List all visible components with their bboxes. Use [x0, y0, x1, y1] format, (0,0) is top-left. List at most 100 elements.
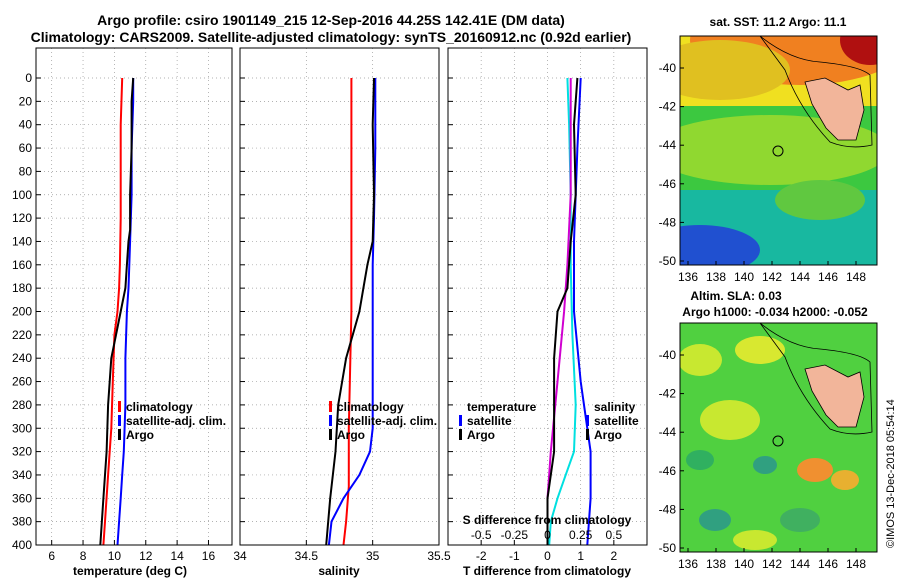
sla-map-frame — [679, 322, 878, 553]
lon-tick-label: 144 — [790, 557, 810, 571]
difference-x-label: T difference from climatology — [463, 564, 631, 578]
sst-map-frame — [679, 35, 878, 266]
x-tick-label: 35.5 — [427, 549, 451, 563]
lon-tick-label: 140 — [734, 270, 754, 284]
isobath-contour — [759, 323, 873, 435]
lon-tick-label: 148 — [846, 557, 866, 571]
legend-satellite-label: satellite-adj. clim. — [337, 414, 437, 428]
sst-warm-patch — [680, 40, 790, 100]
legend-climatology-label: climatology — [337, 400, 404, 414]
lon-tick-label: 142 — [762, 557, 782, 571]
x-tick-label: 35 — [366, 549, 380, 563]
y-tick-label: 120 — [12, 211, 32, 225]
sla-patch — [733, 530, 777, 550]
x-tick-label: 10 — [108, 549, 122, 563]
temperature-x-label: temperature (deg C) — [73, 564, 187, 578]
sst-map-title: sat. SST: 11.2 Argo: 11.1 — [710, 15, 847, 29]
argo-location-marker — [772, 145, 784, 157]
legend-satellite-label: satellite-adj. clim. — [126, 414, 226, 428]
y-tick-label: 280 — [12, 398, 32, 412]
sst-green-patch — [775, 180, 865, 220]
legend-argo-swatch — [329, 429, 332, 440]
y-tick-label: 320 — [12, 445, 32, 459]
sla-patch — [680, 344, 722, 376]
y-tick-label: 180 — [12, 281, 32, 295]
x-tick-label: 16 — [202, 549, 216, 563]
series-group — [99, 77, 135, 545]
argo-location-marker — [772, 435, 784, 447]
y-tick-label: 360 — [12, 491, 32, 505]
sla-low-patch — [686, 450, 714, 470]
series-line-argo — [546, 77, 579, 545]
y-tick-label: 80 — [19, 164, 33, 178]
panel-frame — [35, 47, 233, 546]
x-tick-label: -2 — [476, 549, 487, 563]
legend-temp-satellite-label: satellite — [467, 414, 512, 428]
lat-tick-label: -50 — [659, 254, 677, 268]
sst-map: sat. SST: 11.2 Argo: 11.1 136 138 140 142 14… — [659, 15, 878, 284]
sla-low-patch — [699, 509, 731, 531]
lat-tick-label: -40 — [659, 348, 677, 362]
s-tick-label: 0 — [544, 528, 551, 542]
y-tick-label: 400 — [12, 538, 32, 552]
salinity-x-label: salinity — [318, 564, 360, 578]
legend-argo-label: Argo — [337, 428, 365, 442]
s-difference-label: S difference from climatology — [463, 513, 632, 527]
title-line-1: Argo profile: csiro 1901149_215 12-Sep-2… — [97, 12, 565, 28]
series-group — [325, 77, 377, 545]
legend-sal-satellite-swatch — [586, 415, 589, 426]
lon-tick-label: 148 — [846, 270, 866, 284]
sst-cold-patch — [680, 225, 760, 265]
x-tick-label: 14 — [170, 549, 184, 563]
imos-watermark: ©IMOS 13-Dec-2018 05:54:14 — [885, 399, 897, 548]
lat-tick-label: -48 — [659, 502, 677, 516]
series-group — [546, 77, 592, 545]
y-tick-label: 100 — [12, 188, 32, 202]
series-line-argo — [325, 77, 376, 545]
s-tick-label: -0.5 — [471, 528, 492, 542]
legend-argo-label: Argo — [126, 428, 154, 442]
x-tick-label: 12 — [139, 549, 153, 563]
x-tick-label: -1 — [509, 549, 520, 563]
sst-hot-spot — [840, 36, 877, 65]
temperature-panel: 6 8 10 12 14 16020406080100120140160180200220… — [12, 47, 233, 563]
legend-climatology-label: climatology — [126, 400, 193, 414]
series-line-climatology — [342, 78, 353, 545]
lon-tick-label: 136 — [678, 270, 698, 284]
panel-frame — [239, 47, 440, 546]
y-tick-label: 200 — [12, 305, 32, 319]
tasmania-land — [804, 77, 865, 141]
lon-tick-label: 144 — [790, 270, 810, 284]
legend-salinity-title: salinity — [594, 400, 636, 414]
lat-tick-label: -44 — [659, 425, 677, 439]
legend-argo-swatch — [118, 429, 121, 440]
sla-patch — [735, 336, 785, 364]
legend-temperature-title: temperature — [467, 400, 537, 414]
lat-tick-label: -42 — [659, 387, 677, 401]
y-tick-label: 20 — [19, 94, 33, 108]
x-tick-label: 2 — [610, 549, 617, 563]
x-tick-label: 1 — [577, 549, 584, 563]
lon-tick-label: 138 — [706, 270, 726, 284]
legend-sal-argo-label: Argo — [594, 428, 622, 442]
lon-tick-label: 146 — [818, 270, 838, 284]
series-line-satellite-deep — [573, 77, 592, 545]
lon-tick-label: 142 — [762, 270, 782, 284]
y-tick-label: 300 — [12, 421, 32, 435]
temperature-legend: climatology satellite-adj. clim. Argo — [118, 400, 226, 442]
lon-tick-label: 138 — [706, 557, 726, 571]
y-tick-label: 380 — [12, 515, 32, 529]
s-tick-label: -0.25 — [501, 528, 529, 542]
salinity-legend: climatology satellite-adj. clim. Argo — [329, 400, 437, 442]
isobath-contour — [759, 36, 873, 148]
y-tick-label: 160 — [12, 258, 32, 272]
difference-panel: -2 -1 0 1 2 -0.5 -0.25 0 0.25 0.5 — [447, 47, 648, 563]
lat-tick-label: -42 — [659, 100, 677, 114]
x-tick-label: 8 — [80, 549, 87, 563]
lon-tick-label: 146 — [818, 557, 838, 571]
lat-tick-label: -46 — [659, 177, 677, 191]
sla-low-patch — [780, 508, 820, 532]
tasmania-land — [804, 364, 865, 428]
y-tick-label: 40 — [19, 118, 33, 132]
